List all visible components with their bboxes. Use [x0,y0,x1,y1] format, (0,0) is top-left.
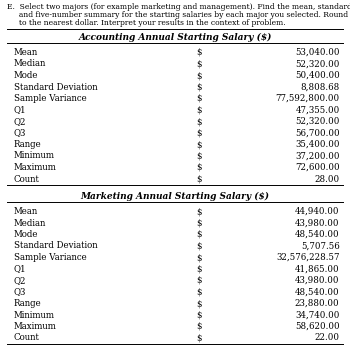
Text: Accounting Annual Starting Salary ($): Accounting Annual Starting Salary ($) [78,33,272,42]
Text: 23,880.00: 23,880.00 [295,299,340,308]
Text: 72,600.00: 72,600.00 [295,163,340,172]
Text: 8,808.68: 8,808.68 [300,83,340,91]
Text: Median: Median [14,59,46,68]
Text: Sample Variance: Sample Variance [14,253,87,262]
Text: 48,540.00: 48,540.00 [295,230,340,239]
Text: $: $ [196,71,202,80]
Text: $: $ [196,241,202,251]
Text: 43,980.00: 43,980.00 [295,276,340,285]
Text: Maximum: Maximum [14,322,57,331]
Text: Mode: Mode [14,230,38,239]
Text: 48,540.00: 48,540.00 [295,288,340,297]
Text: 28.00: 28.00 [314,174,340,183]
Text: $: $ [196,48,202,57]
Text: 5,707.56: 5,707.56 [301,241,340,251]
Text: 41,865.00: 41,865.00 [295,265,340,273]
Text: Minimum: Minimum [14,152,55,161]
Text: 56,700.00: 56,700.00 [295,129,340,137]
Text: $: $ [196,152,202,161]
Text: Q1: Q1 [14,105,27,115]
Text: $: $ [196,310,202,319]
Text: $: $ [196,219,202,227]
Text: 35,400.00: 35,400.00 [295,140,340,149]
Text: Standard Deviation: Standard Deviation [14,241,98,251]
Text: Sample Variance: Sample Variance [14,94,87,103]
Text: 58,620.00: 58,620.00 [295,322,340,331]
Text: 50,400.00: 50,400.00 [295,71,340,80]
Text: 22.00: 22.00 [315,334,340,342]
Text: $: $ [196,253,202,262]
Text: Q3: Q3 [14,288,26,297]
Text: Minimum: Minimum [14,310,55,319]
Text: Marketing Annual Starting Salary ($): Marketing Annual Starting Salary ($) [80,192,270,201]
Text: $: $ [196,207,202,216]
Text: Q1: Q1 [14,265,27,273]
Text: $: $ [196,288,202,297]
Text: Mean: Mean [14,48,38,57]
Text: Mode: Mode [14,71,38,80]
Text: $: $ [196,117,202,126]
Text: E.  Select two majors (for example marketing and management). Find the mean, sta: E. Select two majors (for example market… [7,3,350,11]
Text: $: $ [196,299,202,308]
Text: Mean: Mean [14,207,38,216]
Text: 32,576,228.57: 32,576,228.57 [276,253,340,262]
Text: $: $ [196,265,202,273]
Text: 52,320.00: 52,320.00 [295,59,340,68]
Text: $: $ [196,334,202,342]
Text: 34,740.00: 34,740.00 [295,310,340,319]
Text: Standard Deviation: Standard Deviation [14,83,98,91]
Text: 52,320.00: 52,320.00 [295,117,340,126]
Text: $: $ [196,230,202,239]
Text: $: $ [196,163,202,172]
Text: 37,200.00: 37,200.00 [295,152,340,161]
Text: $: $ [196,105,202,115]
Text: 47,355.00: 47,355.00 [295,105,340,115]
Text: $: $ [196,174,202,183]
Text: Q2: Q2 [14,117,27,126]
Text: Range: Range [14,140,42,149]
Text: $: $ [196,140,202,149]
Text: Count: Count [14,174,40,183]
Text: to the nearest dollar. Interpret your results in the context of problem.: to the nearest dollar. Interpret your re… [7,19,286,27]
Text: $: $ [196,276,202,285]
Text: 44,940.00: 44,940.00 [295,207,340,216]
Text: $: $ [196,94,202,103]
Text: $: $ [196,322,202,331]
Text: Maximum: Maximum [14,163,57,172]
Text: Q3: Q3 [14,129,26,137]
Text: and five-number summary for the starting salaries by each major you selected. Ro: and five-number summary for the starting… [7,11,350,19]
Text: $: $ [196,129,202,137]
Text: Median: Median [14,219,46,227]
Text: 43,980.00: 43,980.00 [295,219,340,227]
Text: Count: Count [14,334,40,342]
Text: 53,040.00: 53,040.00 [295,48,340,57]
Text: 77,592,800.00: 77,592,800.00 [275,94,340,103]
Text: Q2: Q2 [14,276,27,285]
Text: $: $ [196,83,202,91]
Text: $: $ [196,59,202,68]
Text: Range: Range [14,299,42,308]
